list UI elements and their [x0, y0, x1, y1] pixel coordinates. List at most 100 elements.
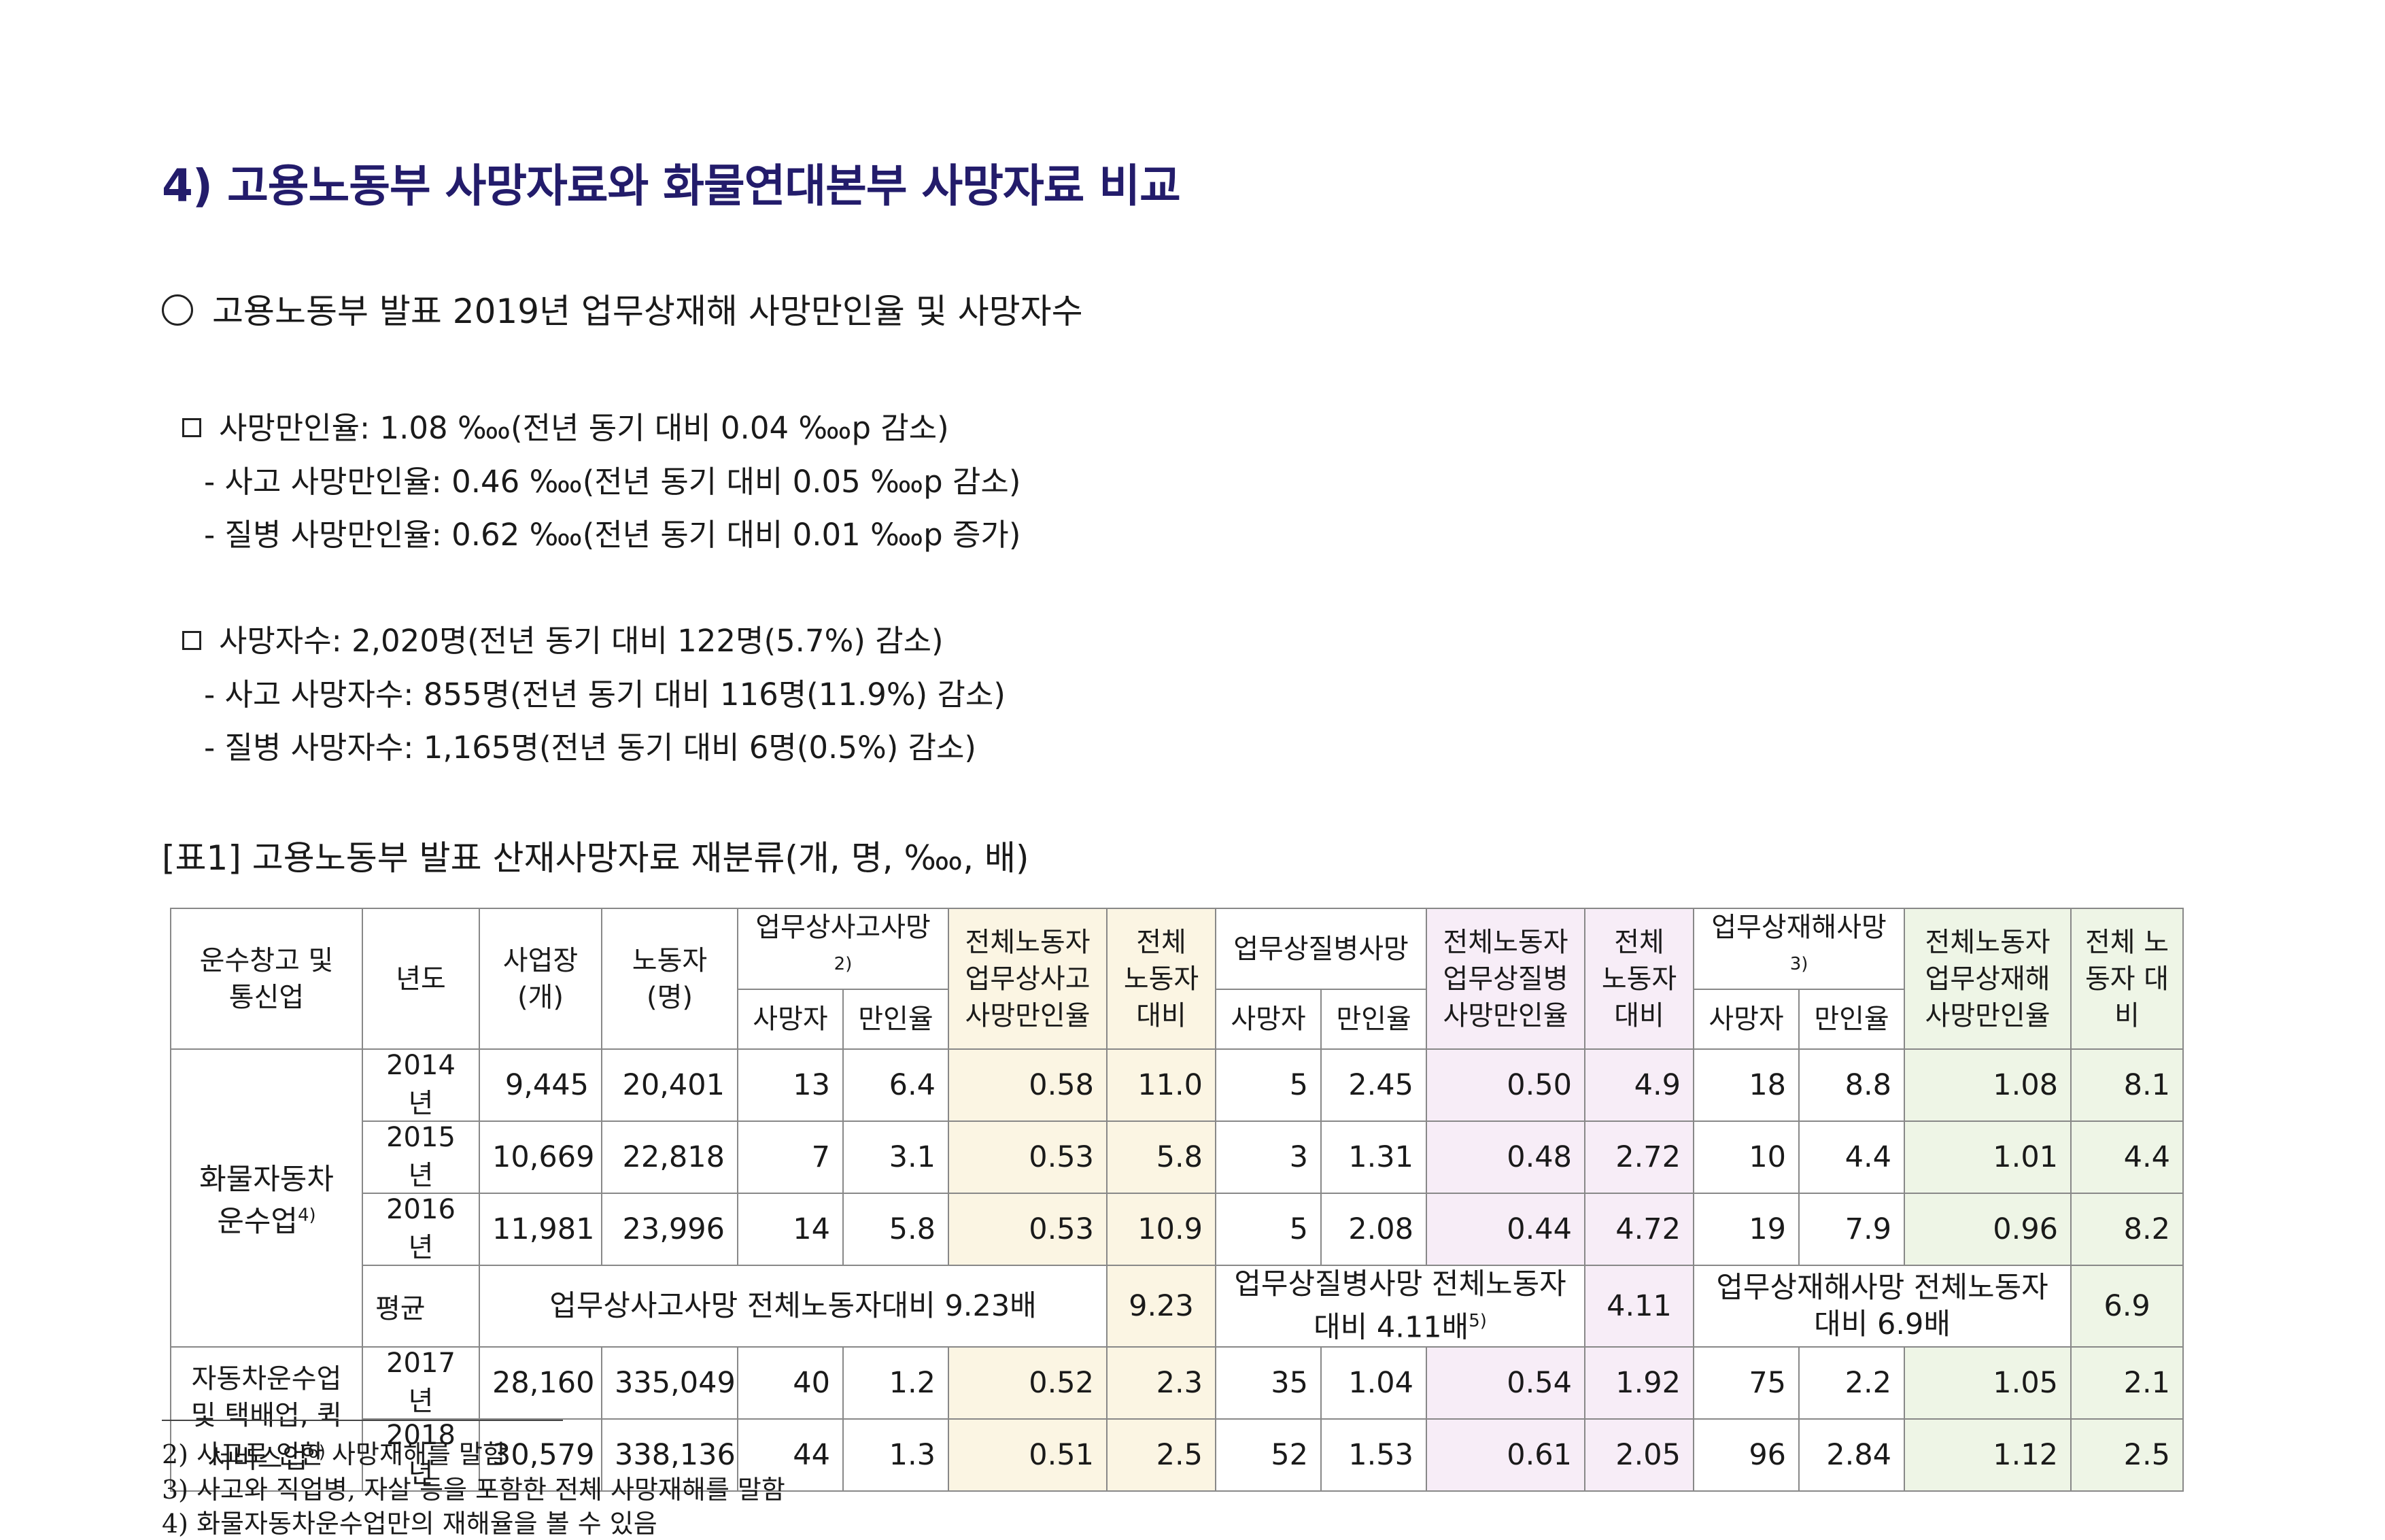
footnote-ref: 5) [1469, 1311, 1487, 1332]
cell-disease-deaths: 3 [1215, 1120, 1322, 1195]
cell-year: 2014년 [362, 1048, 480, 1123]
cell-disaster-ratio: 8.1 [2070, 1048, 2184, 1123]
cell-accident-deaths: 14 [737, 1193, 844, 1267]
cell-disease-ratio: 1.92 [1584, 1346, 1695, 1420]
header-accident-all-rate: 전체노동자 업무상사고 사망만인율 [948, 907, 1108, 1050]
cell-disaster-rate: 2.2 [1798, 1346, 1906, 1420]
cell-disaster-all-rate: 1.12 [1904, 1418, 2072, 1492]
footnote-ref: 6) [307, 1441, 326, 1462]
cell-disease-ratio: 2.05 [1584, 1418, 1695, 1492]
cell-disease-all-rate: 0.48 [1426, 1120, 1586, 1195]
table-row: 2018년 30,579 338,136 44 1.3 0.51 2.5 52 … [171, 1418, 2184, 1492]
table-row: 자동차운수업 및 택배업, 퀵서비스업6) 2017년 28,160 335,0… [170, 1346, 2184, 1492]
square-bullet-icon [182, 631, 201, 650]
cell-disaster-all-rate: 1.08 [1904, 1048, 2072, 1123]
cell-accident-rate: 5.8 [842, 1193, 950, 1267]
accident-count-item: - 사고 사망자수: 855명(전년 동기 대비 116명(11.9%) 감소) [204, 677, 1006, 713]
cell-disease-rate: 2.08 [1320, 1193, 1428, 1267]
rate-summary: 사망만인율: 1.08 ‱(전년 동기 대비 0.04 ‱p 감소) [182, 403, 949, 447]
header-disease-group: 업무상질병사망 [1215, 907, 1428, 991]
cell-sites: 10,669 [479, 1120, 602, 1195]
cell-disaster-all-rate: 1.05 [1904, 1346, 2072, 1420]
cell-disaster-rate: 4.4 [1798, 1120, 1906, 1195]
header-workers: 노동자 (명) [601, 907, 738, 1050]
header-accident-deaths: 사망자 [737, 989, 844, 1050]
cell-accident-rate: 6.4 [842, 1048, 950, 1123]
disease-count-item: - 질병 사망자수: 1,165명(전년 동기 대비 6명(0.5%) 감소) [204, 730, 976, 766]
section-heading: 고용노동부 발표 2019년 업무상재해 사망만인율 및 사망자수 [162, 284, 1083, 333]
cell-disaster-rate: 8.8 [1798, 1048, 1906, 1123]
cell-accident-deaths: 40 [737, 1346, 844, 1420]
header-disaster-deaths: 사망자 [1693, 989, 1800, 1050]
average-disease-text: 업무상질병사망 전체노동자대비 4.11배 [1234, 1267, 1566, 1345]
cell-accident-rate: 1.2 [842, 1346, 950, 1420]
header-accident-group: 업무상사고사망 2) [736, 907, 950, 991]
circle-bullet-icon [162, 294, 193, 326]
header-disease-all-rate: 전체노동자 업무상질병 사망만인율 [1426, 907, 1586, 1050]
footnote-divider [162, 1420, 563, 1421]
cell-accident-all-rate: 0.51 [948, 1418, 1108, 1492]
header-industry: 운수창고 및 통신업 [170, 907, 363, 1050]
header-disaster-all-rate: 전체노동자 업무상재해 사망만인율 [1904, 907, 2072, 1050]
cell-disease-ratio: 4.9 [1584, 1048, 1695, 1123]
cell-accident-deaths: 44 [737, 1418, 844, 1492]
table-caption: [표1] 고용노동부 발표 산재사망자료 재분류(개, 명, ‱, 배) [162, 838, 1029, 878]
header-year: 년도 [362, 907, 480, 1050]
cell-sites: 28,160 [479, 1346, 602, 1420]
cell-disaster-ratio: 8.2 [2070, 1193, 2184, 1267]
group-label-courier: 자동차운수업 및 택배업, 퀵서비스업6) [170, 1346, 363, 1492]
accident-rate-item: - 사고 사망만인율: 0.46 ‱(전년 동기 대비 0.05 ‱p 감소) [204, 464, 1021, 500]
cell-average-accident-text: 업무상사고사망 전체노동자대비 9.23배 [478, 1265, 1108, 1348]
cell-disease-rate: 1.04 [1320, 1346, 1428, 1420]
cell-disease-all-rate: 0.50 [1426, 1048, 1586, 1123]
cell-disaster-deaths: 96 [1693, 1418, 1800, 1492]
page-title: 4) 고용노동부 사망자료와 화물연대본부 사망자료 비교 [162, 160, 1181, 212]
group-label-cargo-text: 화물자동차 운수업 [199, 1162, 334, 1239]
footnote-2: 2) 사고로 인한 사망재해를 말함 [162, 1439, 507, 1469]
header-accident-group-label: 업무상사고사망 [755, 912, 931, 943]
disease-rate-item: - 질병 사망만인율: 0.62 ‱(전년 동기 대비 0.01 ‱p 증가) [204, 517, 1021, 553]
cell-year: 2015년 [362, 1120, 480, 1195]
footnote-ref: 2) [834, 954, 853, 974]
cell-average-accident-value: 9.23 [1106, 1265, 1217, 1348]
cell-disaster-deaths: 19 [1693, 1193, 1800, 1267]
footnote-4: 4) 화물자동차운수업만의 재해율을 볼 수 있음 [162, 1509, 657, 1539]
header-disaster-rate: 만인율 [1798, 989, 1906, 1050]
cell-workers: 23,996 [601, 1193, 738, 1267]
cell-disease-deaths: 52 [1215, 1418, 1322, 1492]
cell-disaster-ratio: 4.4 [2070, 1120, 2184, 1195]
cell-accident-all-rate: 0.58 [948, 1048, 1108, 1123]
count-summary-text: 사망자수: 2,020명(전년 동기 대비 122명(5.7%) 감소) [219, 623, 944, 659]
cell-disaster-deaths: 75 [1693, 1346, 1800, 1420]
cell-disaster-ratio: 2.5 [2070, 1418, 2184, 1492]
header-accident-ratio: 전체 노동자 대비 [1106, 907, 1217, 1050]
header-accident-rate: 만인율 [842, 989, 950, 1050]
cell-accident-ratio: 5.8 [1106, 1120, 1217, 1195]
cell-accident-all-rate: 0.53 [948, 1120, 1108, 1195]
header-disease-rate: 만인율 [1320, 989, 1428, 1050]
table-row: 2015년 10,669 22,818 7 3.1 0.53 5.8 3 1.3… [171, 1120, 2184, 1195]
cell-average-disaster-value: 6.9 [2070, 1265, 2184, 1348]
cell-average-disaster-text: 업무상재해사망 전체노동자대비 6.9배 [1693, 1265, 2072, 1348]
cell-disease-ratio: 4.72 [1584, 1193, 1695, 1267]
group-label-cargo: 화물자동차 운수업4) [170, 1048, 363, 1348]
cell-disaster-rate: 7.9 [1798, 1193, 1906, 1267]
header-disease-deaths: 사망자 [1215, 989, 1322, 1050]
count-summary: 사망자수: 2,020명(전년 동기 대비 122명(5.7%) 감소) [182, 616, 944, 660]
cell-accident-rate: 3.1 [842, 1120, 950, 1195]
cell-disaster-all-rate: 1.01 [1904, 1120, 2072, 1195]
cell-accident-ratio: 2.5 [1106, 1418, 1217, 1492]
cell-accident-all-rate: 0.53 [948, 1193, 1108, 1267]
header-disaster-group: 업무상재해사망 3) [1693, 907, 1906, 991]
cell-accident-deaths: 7 [737, 1120, 844, 1195]
cell-year: 2016년 [362, 1193, 480, 1267]
table-row: 화물자동차 운수업4) 2014년 9,445 20,401 13 6.4 0.… [170, 1048, 2184, 1348]
cell-workers: 20,401 [601, 1048, 738, 1123]
cell-disaster-ratio: 2.1 [2070, 1346, 2184, 1420]
footnote-ref: 4) [298, 1205, 316, 1226]
footnote-ref: 3) [1789, 954, 1808, 974]
cell-disaster-deaths: 18 [1693, 1048, 1800, 1123]
cell-average-label: 평균 [362, 1265, 480, 1348]
cell-disease-deaths: 5 [1215, 1193, 1322, 1267]
cell-accident-ratio: 11.0 [1106, 1048, 1217, 1123]
